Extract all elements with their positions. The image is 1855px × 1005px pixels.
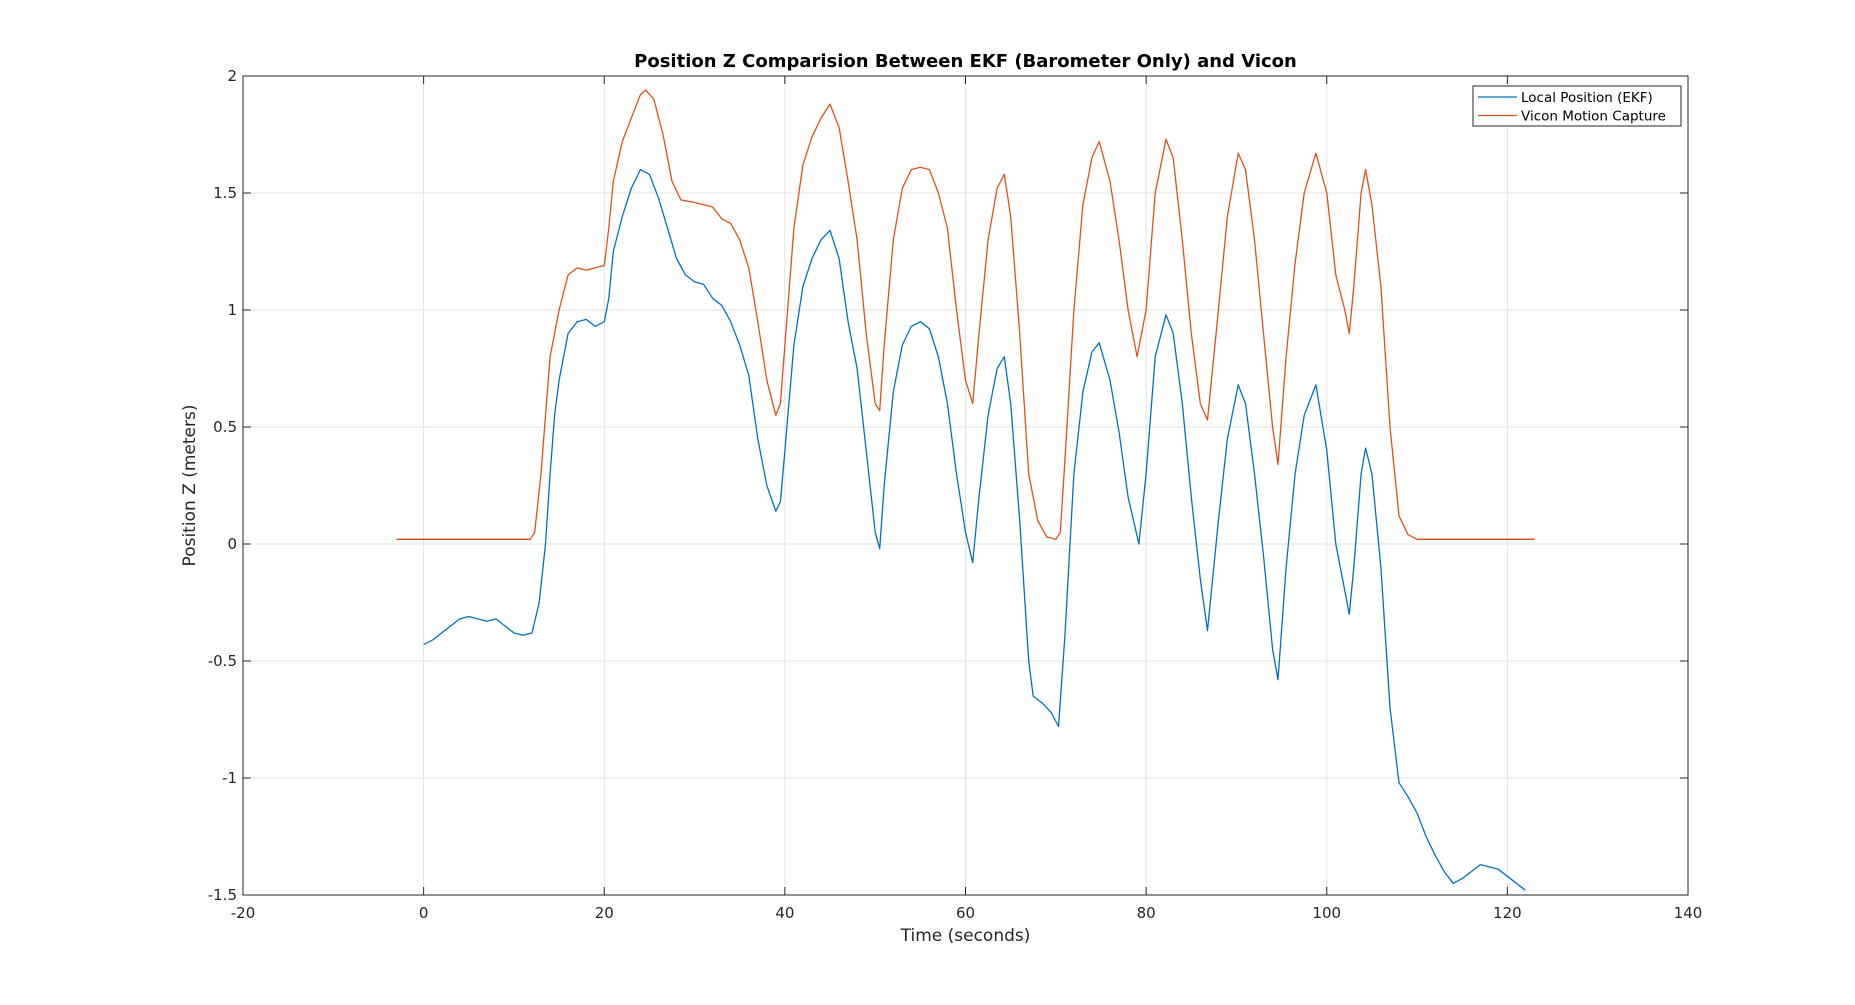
legend-entry-vicon: Vicon Motion Capture [1521,109,1666,125]
legend-entry-ekf: Local Position (EKF) [1521,90,1653,106]
x-tick-label: 20 [595,904,614,922]
y-tick-label: 1.5 [213,184,237,202]
axis-ticks: -20 0 20 40 60 80 100 120 140 -1.5 -1 -0.5 0 0.5 1 1.5 2 [208,67,1703,922]
y-tick-label: 1 [227,301,237,319]
x-tick-label: -20 [231,904,256,922]
legend-box [1472,85,1682,127]
y-tick-label: 2 [227,67,237,85]
x-axis-label: Time (seconds) [900,926,1031,946]
x-tick-label: 40 [775,904,794,922]
chart-title: Position Z Comparision Between EKF (Baro… [634,51,1297,72]
y-tick-label: -1.5 [208,886,237,904]
y-axis-label: Position Z (meters) [180,405,200,567]
y-tick-label: 0.5 [213,418,237,436]
x-tick-label: 100 [1312,904,1341,922]
legend: Local Position (EKF) Vicon Motion Captur… [1472,85,1682,127]
y-tick-label: -1 [222,769,237,787]
x-tick-label: 60 [956,904,975,922]
series-line-ekf [423,168,1526,891]
series-lines [396,89,1535,891]
x-tick-label: 140 [1674,904,1703,922]
y-tick-label: 0 [227,535,237,553]
x-tick-label: 0 [419,904,429,922]
grid [242,75,1689,896]
x-tick-label: 120 [1493,904,1522,922]
y-tick-label: -0.5 [208,652,237,670]
x-tick-label: 80 [1137,904,1156,922]
series-line-vicon [396,89,1535,540]
